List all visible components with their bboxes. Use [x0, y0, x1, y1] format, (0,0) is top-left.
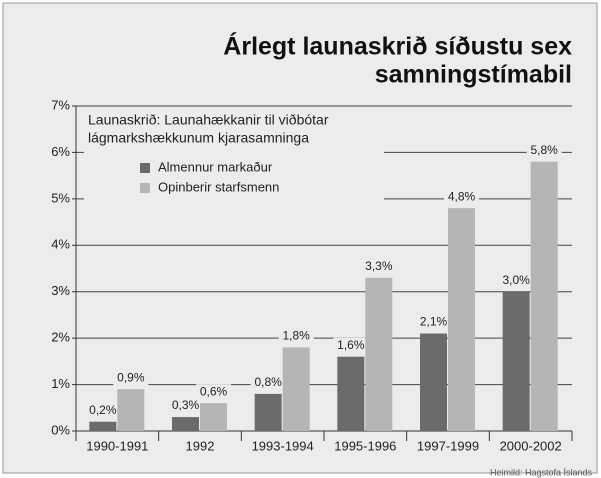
value-label: 0,2% [89, 403, 117, 417]
value-label-bg [526, 142, 562, 159]
value-label-bg [85, 402, 121, 419]
x-tick-label: 1990-1991 [86, 438, 148, 453]
value-label-bg [498, 272, 534, 289]
source: Heimild: Hagstofa Íslands [490, 467, 593, 477]
value-label-bg [361, 258, 397, 275]
x-tick-label: 1992 [186, 438, 215, 453]
bar [530, 161, 558, 431]
bar [200, 403, 227, 431]
bar [254, 393, 282, 431]
legend-label: Opinberir starfsmenn [158, 179, 279, 194]
bar [502, 291, 530, 431]
x-tick-label: 1995-1996 [334, 438, 396, 453]
y-tick-label: 0% [51, 422, 70, 437]
y-tick-label: 5% [51, 190, 70, 205]
value-label: 1,6% [337, 338, 365, 352]
y-tick-label: 3% [51, 283, 70, 298]
value-label-bg [196, 384, 231, 401]
value-label: 3,0% [502, 273, 530, 287]
value-label: 0,6% [200, 384, 228, 398]
bar [282, 347, 310, 431]
bar [89, 421, 117, 431]
y-tick-label: 7% [51, 97, 70, 112]
y-tick-label: 1% [51, 376, 70, 391]
y-tick-label: 4% [51, 237, 70, 252]
value-label: 2,1% [420, 315, 448, 329]
bar [420, 333, 447, 431]
value-label-bg [250, 374, 286, 391]
subtitle: lágmarkshækkunum kjarasamninga [88, 130, 309, 146]
bar [172, 417, 199, 431]
value-label-bg [416, 314, 451, 331]
x-tick-label: 1997-1999 [417, 438, 479, 453]
x-tick-label: 1993-1994 [252, 438, 314, 453]
value-label: 0,8% [254, 375, 282, 389]
chart-title: samningstímabil [375, 61, 572, 89]
legend-swatch [140, 183, 150, 193]
value-label-bg [168, 398, 203, 415]
bar [448, 208, 475, 431]
subtitle: Launaskrið: Launahækkanir til viðbótar [88, 112, 329, 128]
y-tick-label: 6% [51, 144, 70, 159]
value-label-bg [444, 189, 479, 206]
value-label: 3,3% [365, 259, 393, 273]
x-tick-label: 2000-2002 [500, 438, 562, 453]
legend-label: Almennur markaður [158, 159, 273, 174]
value-label: 4,8% [448, 189, 476, 203]
subtitle-bg [84, 108, 384, 200]
legend-swatch [140, 163, 150, 173]
value-label-bg [278, 328, 314, 345]
value-label-bg [113, 370, 149, 387]
value-label: 0,9% [117, 370, 145, 384]
bar [337, 356, 365, 431]
bar [365, 277, 393, 431]
value-label-bg [333, 337, 369, 354]
value-label: 1,8% [282, 329, 310, 343]
y-tick-label: 2% [51, 330, 70, 345]
value-label: 0,3% [172, 398, 200, 412]
chart-title: Árlegt launaskrið síðustu sex [223, 32, 572, 61]
bar [117, 389, 145, 431]
value-label: 5,8% [530, 143, 558, 157]
